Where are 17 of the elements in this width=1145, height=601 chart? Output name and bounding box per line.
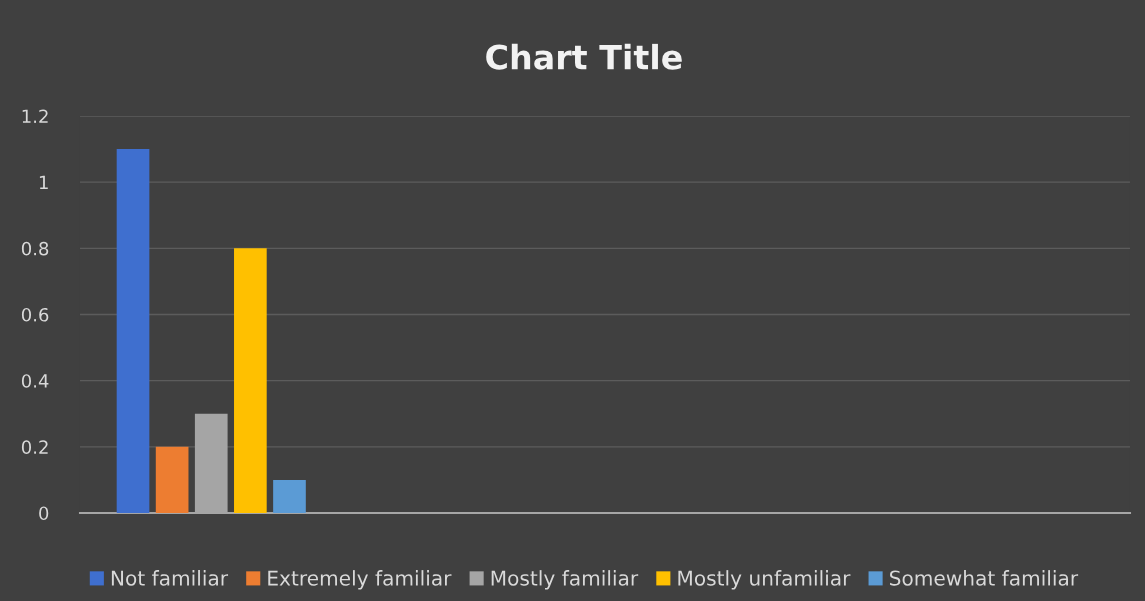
legend-label: Not familiar	[111, 570, 229, 586]
chart-title: Chart Title	[486, 43, 682, 70]
bar	[273, 479, 306, 513]
legend-label: Mostly familiar	[491, 570, 639, 590]
y-tick-label: 0.8	[21, 241, 49, 256]
y-tick-label: 0.2	[21, 440, 48, 454]
bar	[234, 248, 267, 513]
y-tick-label: 1.2	[22, 109, 48, 123]
y-tick-label: 0	[39, 506, 49, 521]
legend-label: Extremely familiar	[268, 570, 452, 590]
y-tick-label: 1	[39, 175, 48, 190]
legend-label: Mostly unfamiliar	[678, 570, 851, 590]
y-tick-label: 0.6	[21, 307, 49, 322]
bar	[155, 446, 189, 513]
legend-label: Somewhat familiar	[890, 570, 1079, 586]
y-tick-label: 0.4	[21, 374, 49, 388]
bar	[116, 149, 150, 513]
